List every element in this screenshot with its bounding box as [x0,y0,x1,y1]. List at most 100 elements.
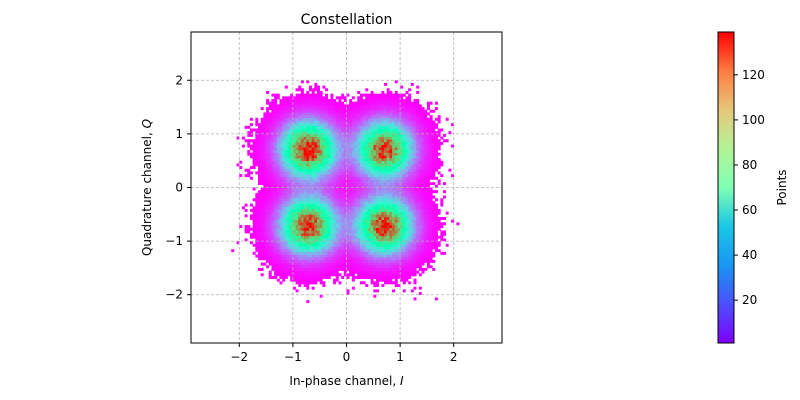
heatmap-cell [298,281,302,285]
heatmap-cell [351,190,355,194]
heatmap-cell [308,158,312,161]
heatmap-cell [434,139,438,143]
heatmap-cell [284,211,288,215]
heatmap-cell [317,120,320,124]
heatmap-cell [287,273,291,277]
heatmap-cell [381,203,385,207]
heatmap-cell [394,99,398,103]
heatmap-cell [370,99,374,103]
heatmap-cell [410,158,414,161]
heatmap-cell [349,198,353,202]
heatmap-cell [392,200,396,204]
heatmap-cell [311,192,315,196]
heatmap-cell [378,133,382,137]
heatmap-cell [349,125,353,129]
heatmap-cell [410,233,414,237]
heatmap-cell [252,235,256,239]
heatmap-cell [308,214,312,218]
heatmap-cell [351,192,355,196]
heatmap-cell [311,235,315,239]
heatmap-cell [276,131,280,135]
heatmap-cell [424,115,428,119]
heatmap-cell [384,259,388,263]
heatmap-cell [317,149,320,153]
heatmap-cell [319,265,323,269]
heatmap-cell [255,249,259,253]
heatmap-cell [311,206,315,210]
heatmap-cell [325,141,329,145]
heatmap-cell [282,139,286,143]
heatmap-cell [260,246,264,250]
heatmap-cell [330,233,334,237]
heatmap-cell [274,93,278,97]
heatmap-cell [370,259,374,263]
heatmap-cell [381,208,385,212]
heatmap-cell [317,85,320,89]
heatmap-cell [322,198,326,202]
heatmap-cell [322,233,326,237]
heatmap-cell [373,160,377,164]
heatmap-cell [432,120,436,124]
heatmap-cell [418,128,422,132]
heatmap-cell [306,101,310,105]
heatmap-cell [418,246,422,250]
heatmap-cell [384,139,388,143]
heatmap-cell [410,117,414,121]
heatmap-cell [266,211,270,215]
heatmap-cell [282,120,286,124]
heatmap-cell [306,235,310,239]
heatmap-cell [370,90,374,94]
heatmap-cell [392,241,396,245]
heatmap-cell [322,214,326,218]
heatmap-cell [375,249,379,253]
heatmap-cell [341,195,345,199]
heatmap-cell [375,128,379,132]
heatmap-cell [335,109,339,113]
heatmap-cell [346,109,350,113]
heatmap-cell [330,96,334,100]
heatmap-cell [266,265,270,269]
heatmap-cell [394,136,398,140]
heatmap-cell [271,155,275,159]
heatmap-cell [284,238,288,242]
heatmap-cell [311,267,315,271]
heatmap-cell [327,168,331,172]
heatmap-cell [402,273,406,277]
heatmap-cell [351,200,355,204]
heatmap-cell [434,230,438,234]
heatmap-cell [389,109,393,113]
heatmap-cell [295,200,299,204]
heatmap-cell [405,230,409,234]
heatmap-cell [325,182,329,186]
heatmap-cell [373,211,377,215]
heatmap-cell [338,139,342,143]
heatmap-cell [362,115,366,119]
heatmap-cell [424,131,428,135]
heatmap-cell [394,174,398,178]
heatmap-cell [416,155,420,159]
heatmap-cell [397,273,401,277]
heatmap-cell [429,249,433,253]
heatmap-cell [290,96,294,100]
heatmap-cell [432,136,436,140]
heatmap-cell [282,160,286,164]
heatmap-cell [306,267,310,271]
heatmap-cell [416,163,420,167]
heatmap-cell [349,200,353,204]
heatmap-cell [295,235,299,239]
heatmap-cell [306,249,310,253]
heatmap-cell [335,233,339,237]
heatmap-cell [349,254,353,258]
heatmap-cell [351,141,355,145]
heatmap-cell [260,243,264,247]
heatmap-cell [389,168,393,172]
heatmap-cell [362,184,366,188]
heatmap-cell [338,262,342,266]
heatmap-cell [402,163,406,167]
heatmap-cell [373,259,377,263]
heatmap-cell [410,259,414,263]
heatmap-cell [255,192,259,196]
heatmap-cell [400,198,404,202]
heatmap-cell [325,254,329,258]
heatmap-cell [290,174,294,178]
